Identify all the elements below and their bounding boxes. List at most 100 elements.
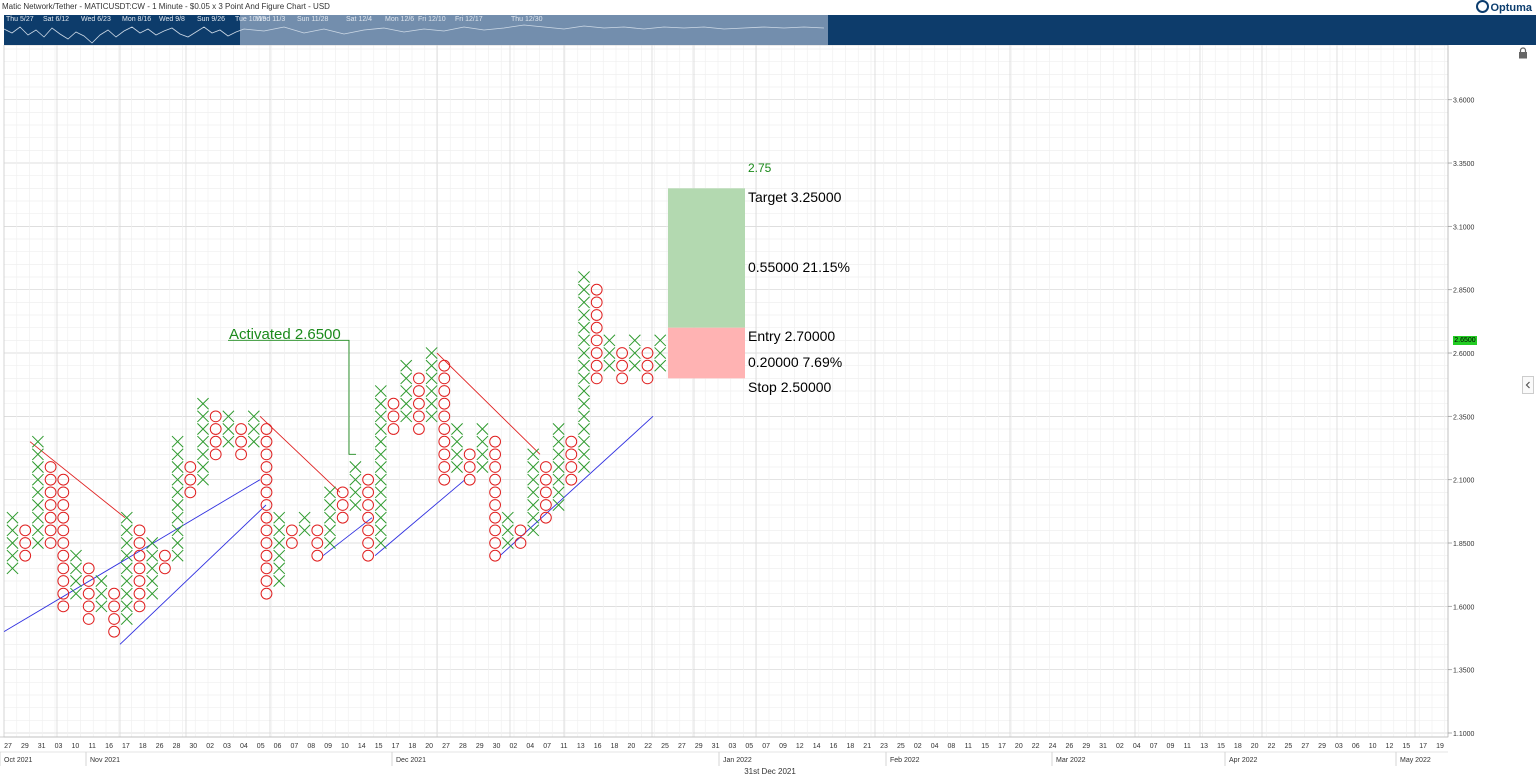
o-column <box>590 283 603 385</box>
x-mark <box>451 461 463 473</box>
x-mark <box>120 613 133 625</box>
x-mark <box>273 524 286 537</box>
optuma-logo-icon <box>1476 0 1490 13</box>
x-tick-label: 02 <box>1116 743 1124 750</box>
x-mark <box>120 524 133 537</box>
o-column <box>565 435 578 486</box>
o-mark <box>260 461 273 473</box>
o-mark <box>209 410 222 423</box>
x-mark <box>171 549 184 562</box>
x-tick-label: 30 <box>189 743 197 750</box>
x-tick-label: 31 <box>38 743 46 750</box>
o-mark <box>44 499 57 511</box>
x-mark <box>31 511 44 524</box>
x-mark <box>552 435 565 448</box>
x-mark <box>171 461 184 473</box>
navigator-date: Wed 11/3 <box>256 16 286 23</box>
x-mark <box>31 499 44 511</box>
x-mark <box>324 537 336 549</box>
reward-label: 0.55000 21.15% <box>748 259 850 275</box>
x-mark <box>374 410 387 423</box>
o-column <box>311 524 324 562</box>
o-column <box>540 461 552 524</box>
navigator-window[interactable] <box>240 15 828 45</box>
x-mark <box>552 486 565 499</box>
x-column <box>171 435 184 562</box>
x-mark <box>146 537 159 549</box>
o-mark <box>133 587 146 600</box>
x-mark <box>654 359 667 372</box>
o-mark <box>311 537 324 549</box>
o-mark <box>19 524 32 537</box>
x-mark <box>197 435 209 448</box>
x-tick-label: 25 <box>897 743 905 750</box>
o-column <box>336 486 349 524</box>
x-mark <box>273 537 286 549</box>
x-mark <box>374 524 387 537</box>
o-mark <box>108 613 120 625</box>
o-mark <box>159 549 171 562</box>
x-tick-label: 24 <box>1049 743 1057 750</box>
o-mark <box>286 524 298 537</box>
collapse-panel-icon[interactable] <box>1522 376 1534 394</box>
chart-navigator[interactable]: Thu 5/27 Sat 6/12 Wed 6/23 Mon 8/16 Wed 9/8 S… <box>4 15 1536 45</box>
o-mark <box>260 524 273 537</box>
x-column <box>70 549 82 600</box>
pnf-chart[interactable]: 1.1000 1.3500 1.6000 1.8500 2.1000 2.3500 2.60… <box>0 45 1536 767</box>
x-tick-label: 29 <box>476 743 484 750</box>
x-column <box>603 334 616 372</box>
x-tick-label: 07 <box>543 743 551 750</box>
o-mark <box>438 397 451 410</box>
navigator-date: Thu 12/30 <box>511 16 543 23</box>
o-column <box>489 435 502 562</box>
o-mark <box>336 511 349 524</box>
optuma-logo-text: Optuma <box>1490 2 1532 14</box>
x-mark <box>374 537 387 549</box>
x-mark <box>374 473 387 486</box>
x-tick-label: 16 <box>594 743 602 750</box>
x-tick-label: 06 <box>1352 743 1360 750</box>
x-mark <box>6 537 19 549</box>
x-tick-label: 29 <box>1318 743 1326 750</box>
x-mark <box>476 423 489 435</box>
o-column <box>387 397 400 435</box>
o-mark <box>387 410 400 423</box>
lock-icon[interactable] <box>1518 47 1528 59</box>
x-mark <box>197 410 209 423</box>
o-mark <box>336 499 349 511</box>
o-mark <box>286 537 298 549</box>
y-tick-label: 1.6000 <box>1453 604 1475 611</box>
x-mark <box>222 410 235 423</box>
x-column <box>31 435 44 549</box>
x-mark <box>527 448 540 461</box>
x-mark <box>578 296 590 309</box>
x-mark <box>578 397 590 410</box>
o-mark <box>489 549 502 562</box>
navigator-date: Sat 6/12 <box>43 16 70 23</box>
navigator-date: Wed 6/23 <box>81 16 111 23</box>
o-mark <box>57 549 70 562</box>
x-tick-label: 02 <box>206 743 214 750</box>
x-mark <box>374 423 387 435</box>
chart-grid <box>3 45 1449 738</box>
navigator-date: Tue 10/19 <box>235 16 267 23</box>
x-mark <box>95 600 108 613</box>
x-tick-label: 04 <box>931 743 939 750</box>
o-mark <box>133 524 146 537</box>
o-column <box>133 524 146 613</box>
x-mark <box>476 448 489 461</box>
x-mark <box>578 435 590 448</box>
x-mark <box>578 423 590 435</box>
o-mark <box>616 372 628 385</box>
o-mark <box>133 562 146 575</box>
o-mark <box>44 473 57 486</box>
x-tick-label: 07 <box>291 743 299 750</box>
x-mark <box>425 347 438 359</box>
o-column <box>44 461 57 549</box>
o-mark <box>387 423 400 435</box>
o-mark <box>362 511 375 524</box>
x-mark <box>349 461 362 473</box>
x-tick-label: 27 <box>678 743 686 750</box>
navigator-dates: Thu 5/27 Sat 6/12 Wed 6/23 Mon 8/16 Wed 9/8 S… <box>4 15 1536 25</box>
x-tick-label: 08 <box>307 743 315 750</box>
